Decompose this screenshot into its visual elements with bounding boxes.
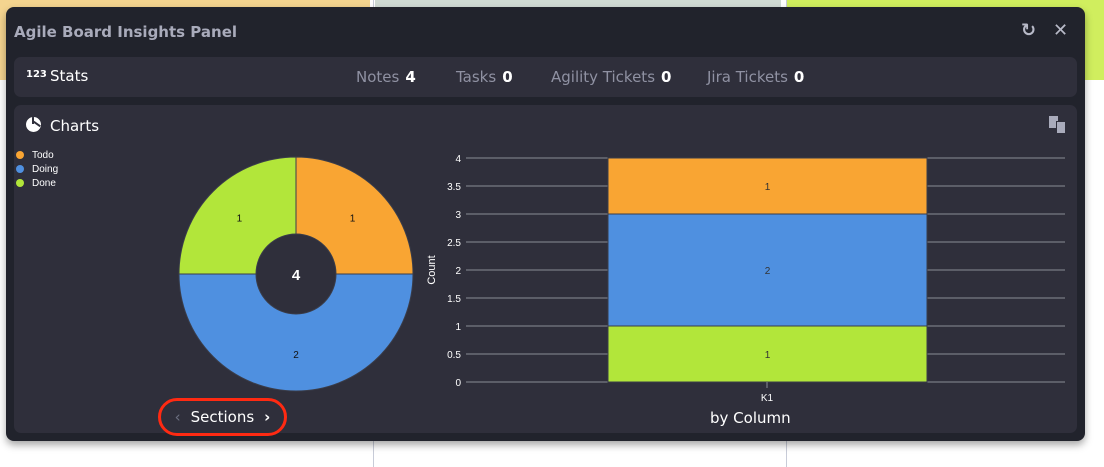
prev-section-button[interactable]: ‹ bbox=[174, 408, 181, 426]
stat-tasks: Tasks 0 bbox=[456, 68, 513, 86]
legend-item-doing[interactable]: Doing bbox=[16, 162, 58, 176]
next-section-button[interactable]: › bbox=[264, 408, 271, 426]
legend-swatch bbox=[16, 165, 24, 173]
charts-card: Charts bbox=[14, 105, 1077, 433]
numbers-icon: 123 bbox=[26, 69, 47, 80]
close-icon[interactable]: ✕ bbox=[1053, 20, 1069, 41]
x-axis-label: by Column bbox=[710, 409, 791, 427]
stat-agility-tickets: Agility Tickets 0 bbox=[551, 68, 672, 86]
stats-title: Stats bbox=[50, 67, 89, 85]
legend-swatch bbox=[16, 179, 24, 187]
refresh-icon[interactable]: ↻ bbox=[1021, 20, 1037, 41]
legend-item-todo[interactable]: Todo bbox=[16, 148, 58, 162]
chart-pie-icon bbox=[26, 117, 41, 132]
stats-bar: 123 Stats Notes 4 Tasks 0 Agility Tickets 0… bbox=[14, 57, 1077, 97]
copy-icon[interactable] bbox=[1049, 116, 1067, 134]
pie-legend: Todo Doing Done bbox=[16, 148, 58, 190]
sections-label: Sections bbox=[190, 408, 255, 426]
stat-notes: Notes 4 bbox=[356, 68, 416, 86]
sections-nav: ‹ Sections › bbox=[158, 398, 287, 436]
legend-item-done[interactable]: Done bbox=[16, 176, 58, 190]
insights-panel: Agile Board Insights Panel ↻ ✕ 123 Stats… bbox=[6, 7, 1085, 441]
legend-swatch bbox=[16, 151, 24, 159]
stat-jira-tickets: Jira Tickets 0 bbox=[707, 68, 805, 86]
panel-title: Agile Board Insights Panel bbox=[14, 23, 238, 41]
charts-title: Charts bbox=[50, 117, 100, 135]
